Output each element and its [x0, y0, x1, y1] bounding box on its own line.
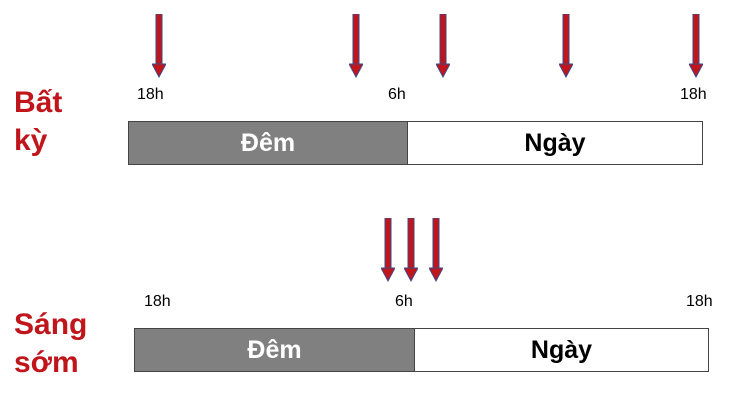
day-label: Ngày: [524, 128, 586, 157]
tick-label-mid: 6h: [395, 293, 413, 310]
arrow-down-icon: [349, 14, 363, 78]
tick-label-end: 18h: [680, 86, 707, 103]
day-label: Ngày: [530, 335, 593, 364]
row-label-line1: Sáng: [14, 308, 88, 341]
day-segment: Ngày: [408, 122, 702, 164]
arrow-down-icon: [436, 14, 450, 78]
arrow-down-icon: [381, 218, 395, 282]
arrow-down-icon: [152, 14, 166, 78]
tick-label-mid: 6h: [388, 86, 406, 103]
arrow-down-icon: [404, 218, 418, 282]
arrow-down-icon: [429, 218, 443, 282]
tick-label-start: 18h: [144, 293, 171, 310]
night-label: Đêm: [247, 335, 302, 364]
row-label-line2: sớm: [14, 346, 79, 379]
night-label: Đêm: [240, 128, 296, 157]
row-label-line2: kỳ: [14, 124, 48, 157]
arrow-down-icon: [559, 14, 573, 78]
row-label-early-morning: Sáng sớm: [14, 306, 87, 382]
night-segment: Đêm: [135, 329, 415, 371]
tick-label-end: 18h: [686, 293, 713, 310]
night-segment: Đêm: [129, 122, 408, 164]
arrow-down-icon: [689, 14, 703, 78]
day-segment: Ngày: [415, 329, 708, 371]
timeline-bar: Đêm Ngày: [128, 121, 703, 165]
timeline-bar: Đêm Ngày: [134, 328, 709, 372]
row-label-line1: Bất: [14, 86, 63, 119]
row-label-any-time: Bất kỳ: [14, 84, 62, 160]
tick-label-start: 18h: [137, 86, 164, 103]
